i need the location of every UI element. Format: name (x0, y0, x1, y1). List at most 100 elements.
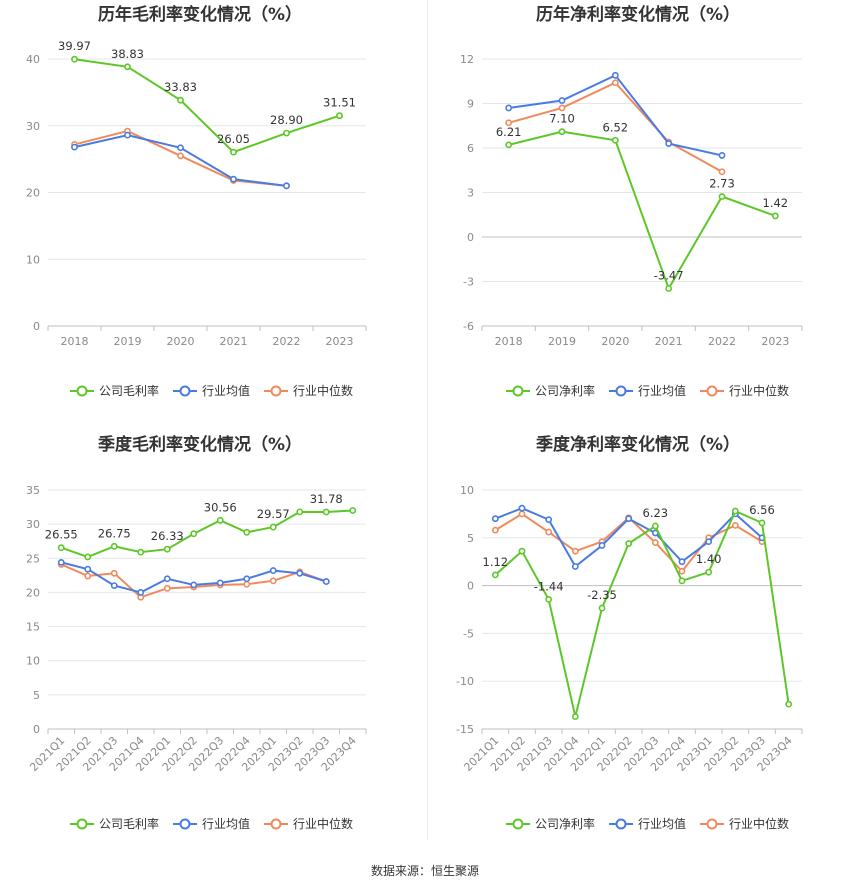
x-tick-label: 2019 (114, 335, 142, 348)
data-point (558, 104, 566, 112)
chart-title: 季度毛利率变化情况（%） (98, 434, 302, 455)
x-tick-label: 2021 (220, 335, 248, 348)
data-point (758, 519, 766, 527)
data-label: 38.83 (111, 47, 144, 61)
legend-label: 公司毛利率 (99, 383, 159, 398)
data-point (558, 128, 566, 136)
legend-label: 行业中位数 (293, 383, 353, 398)
data-point (296, 508, 304, 516)
legend-label: 公司毛利率 (99, 816, 159, 831)
x-tick-label: 2020 (601, 335, 629, 348)
data-point (651, 522, 659, 530)
data-point (491, 571, 499, 579)
data-point (269, 567, 277, 574)
data-point (190, 530, 198, 538)
legend-marker (270, 385, 282, 397)
data-label: 7.10 (549, 112, 575, 126)
data-point (785, 700, 793, 708)
x-tick-label: 2022 (273, 335, 301, 348)
legend-label: 行业中位数 (729, 383, 789, 398)
y-tick-label: 6 (467, 142, 474, 155)
y-tick-label: 5 (33, 689, 40, 702)
x-tick-label: 2023 (326, 335, 354, 348)
data-point (84, 565, 92, 573)
y-tick-label: -6 (463, 320, 474, 333)
data-label: 31.51 (323, 96, 356, 110)
data-point (558, 97, 566, 104)
x-tick-label: 2018 (495, 335, 523, 348)
data-point (491, 526, 499, 534)
data-point (349, 507, 357, 514)
x-tick-label: 2019 (548, 335, 576, 348)
data-point (57, 558, 65, 566)
data-point (269, 523, 277, 531)
data-point (163, 575, 171, 583)
data-point (71, 55, 78, 63)
data-label: 31.78 (310, 492, 343, 506)
legend-label: 行业中位数 (293, 816, 353, 831)
data-point (124, 131, 131, 139)
data-point (163, 545, 171, 553)
data-point (283, 182, 290, 190)
data-point (243, 528, 251, 536)
data-label: 6.56 (749, 503, 775, 517)
data-label: 28.90 (270, 113, 303, 127)
chart-svg: 历年毛利率变化情况（%） 0 10 20 30 40 2018 2019 2020 2021 202… (26, 4, 367, 398)
data-point (57, 544, 65, 552)
annual-gross-margin-chart: 历年毛利率变化情况（%） 0 10 20 30 40 2018 2019 2020 2021 202… (0, 0, 427, 420)
y-tick-label: 30 (26, 120, 40, 133)
data-point (665, 140, 673, 147)
data-point (611, 79, 619, 87)
data-label: 30.56 (204, 500, 237, 514)
data-label: 29.57 (257, 507, 290, 521)
y-tick-label: 15 (26, 621, 40, 634)
x-tick-label: 2022 (708, 335, 736, 348)
data-label: 26.33 (151, 529, 184, 543)
y-tick-label: 40 (26, 53, 40, 66)
data-label: 1.42 (763, 196, 789, 210)
y-tick-label: -10 (456, 675, 474, 688)
data-point (71, 143, 78, 151)
data-point (571, 563, 579, 570)
chart-svg: 历年净利率变化情况（%） -6 -3 0 3 6 9 12 2018 2019 2020 2021 20… (460, 4, 803, 398)
data-point (322, 508, 330, 516)
data-point (269, 577, 277, 585)
data-point (216, 579, 224, 587)
data-point (124, 63, 131, 71)
data-point (651, 539, 659, 546)
y-tick-label: 0 (33, 320, 40, 333)
data-point (731, 521, 739, 529)
data-point (705, 568, 713, 576)
data-point (216, 516, 224, 524)
data-label: 1.40 (696, 552, 722, 566)
data-label: -2.35 (587, 588, 617, 602)
y-tick-label: 0 (467, 231, 474, 244)
y-tick-label: 9 (467, 98, 474, 111)
legend-label: 行业中位数 (729, 816, 789, 831)
data-point (322, 578, 330, 585)
data-label: 2.73 (709, 177, 735, 191)
chart-svg: 季度净利率变化情况（%）-15-10-505102021Q12021Q22021… (456, 434, 803, 831)
data-label: -3.47 (654, 268, 684, 282)
data-point (731, 507, 739, 515)
data-point (678, 558, 686, 566)
data-point (230, 175, 237, 183)
legend-marker (706, 385, 718, 397)
legend-marker (179, 818, 191, 830)
chart-title: 历年毛利率变化情况（%） (98, 4, 302, 25)
x-tick-label: 2021 (655, 335, 683, 348)
data-label: 26.75 (98, 526, 131, 540)
data-point (177, 144, 184, 152)
y-tick-label: 10 (460, 484, 474, 497)
y-tick-label: 3 (467, 187, 474, 200)
chart-title: 历年净利率变化情况（%） (536, 4, 740, 25)
data-point (137, 589, 145, 596)
legend-marker (76, 385, 88, 397)
legend-marker (512, 818, 524, 830)
y-tick-label: 0 (467, 580, 474, 593)
data-label: 26.05 (217, 132, 250, 146)
legend-marker (615, 385, 627, 397)
panel-divider (427, 0, 428, 840)
data-point (518, 547, 526, 555)
data-point (598, 542, 606, 549)
